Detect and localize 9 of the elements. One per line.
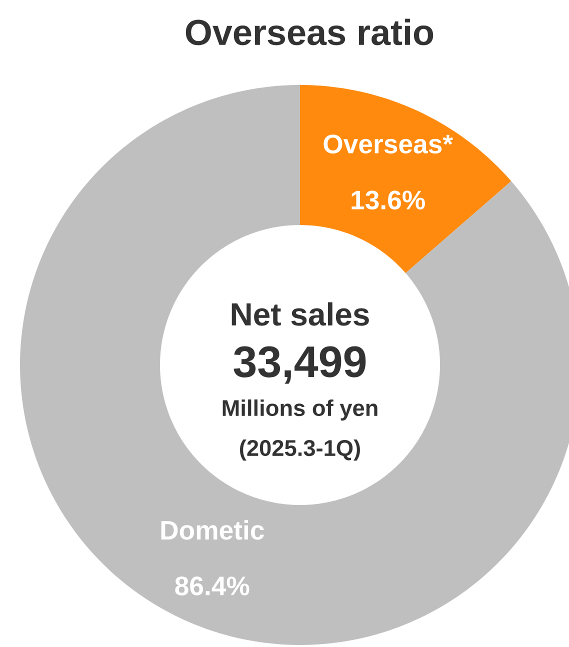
data-label: 13.6% [352,190,425,210]
data-label: 86.4% [175,576,250,596]
slice-label: Dometic [161,520,264,540]
text: 33,499 [234,346,366,384]
chart-title: Overseas ratio [186,18,434,46]
text: Net sales [232,302,369,326]
slice-label: Overseas* [324,134,454,154]
text: (2025.3-1Q) [240,439,360,461]
text: Millions of yen [222,399,378,421]
